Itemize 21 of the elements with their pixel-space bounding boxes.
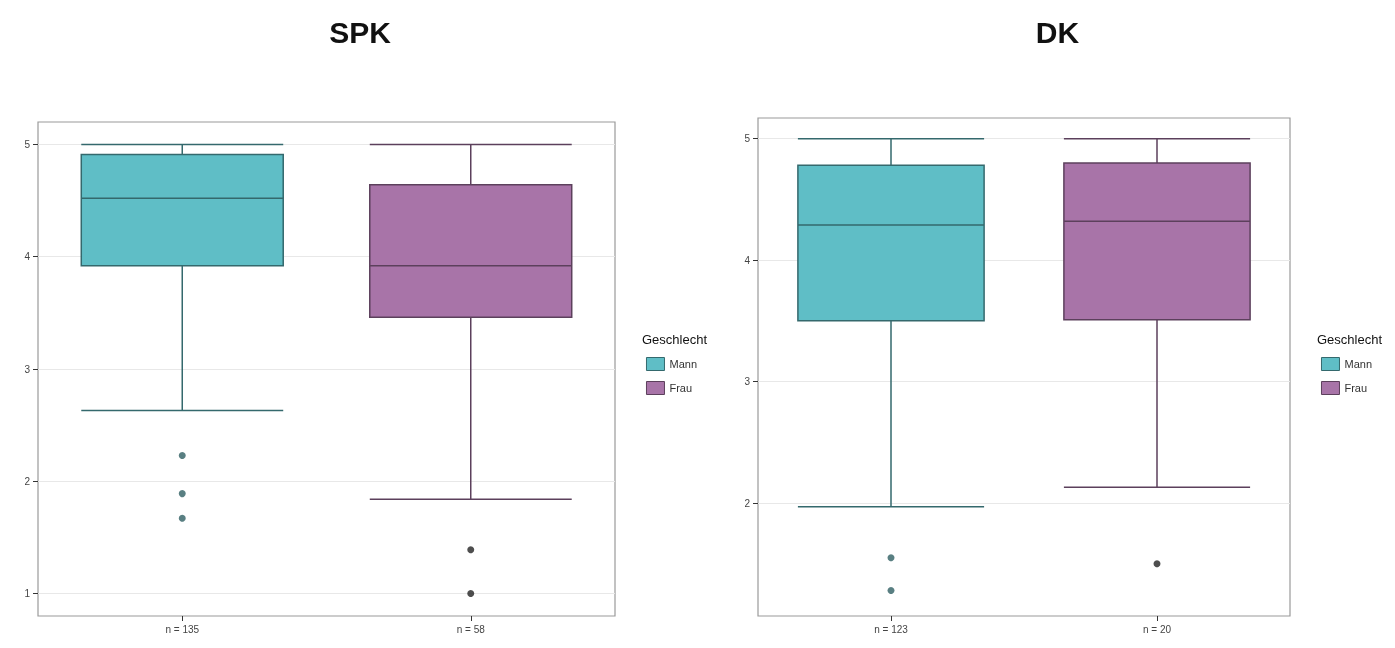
- legend-title: Geschlecht: [1316, 332, 1383, 347]
- legend-label: Frau: [1344, 382, 1368, 394]
- legend-label: Frau: [669, 382, 693, 394]
- y-tick-label: 4: [744, 254, 751, 266]
- chart-title: SPK: [329, 15, 392, 49]
- y-tick-label: 3: [744, 376, 751, 388]
- y-tick-label: 1: [24, 588, 31, 600]
- x-tick-label: n = 123: [874, 623, 909, 635]
- y-tick-label: 2: [24, 475, 31, 487]
- x-tick-label: n = 20: [1142, 623, 1172, 635]
- y-tick-label: 2: [744, 497, 751, 509]
- legend-label: Mann: [1344, 358, 1373, 370]
- x-tick-label: n = 58: [456, 623, 486, 635]
- y-tick-label: 4: [24, 251, 31, 263]
- legend-title: Geschlecht: [641, 332, 708, 347]
- chart-title: DK: [1035, 15, 1080, 49]
- y-tick-label: 5: [24, 138, 31, 150]
- y-tick-label: 3: [24, 363, 31, 375]
- x-tick-label: n = 135: [165, 623, 200, 635]
- legend-label: Mann: [669, 358, 698, 370]
- y-tick-label: 5: [744, 133, 751, 145]
